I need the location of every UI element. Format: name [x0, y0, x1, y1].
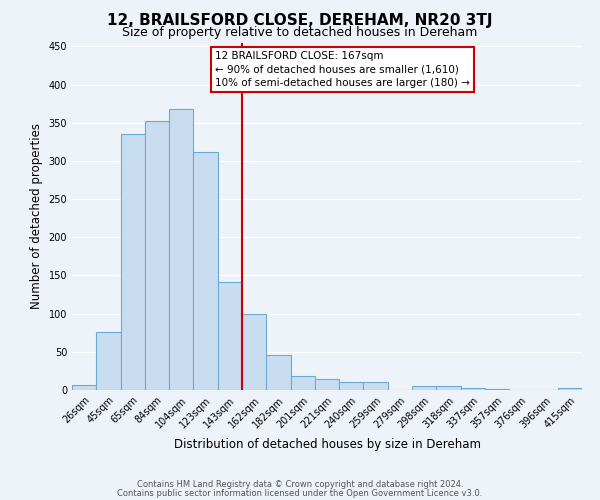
X-axis label: Distribution of detached houses by size in Dereham: Distribution of detached houses by size … — [173, 438, 481, 451]
Text: 12 BRAILSFORD CLOSE: 167sqm
← 90% of detached houses are smaller (1,610)
10% of : 12 BRAILSFORD CLOSE: 167sqm ← 90% of det… — [215, 51, 470, 88]
Text: Contains HM Land Registry data © Crown copyright and database right 2024.: Contains HM Land Registry data © Crown c… — [137, 480, 463, 489]
Y-axis label: Number of detached properties: Number of detached properties — [30, 123, 43, 309]
Bar — [72, 384, 96, 390]
Bar — [339, 382, 364, 390]
Bar — [169, 109, 193, 390]
Bar — [461, 388, 485, 390]
Bar — [412, 386, 436, 390]
Bar — [121, 134, 145, 390]
Text: Size of property relative to detached houses in Dereham: Size of property relative to detached ho… — [122, 26, 478, 39]
Bar — [145, 121, 169, 390]
Bar — [266, 355, 290, 390]
Bar — [218, 282, 242, 390]
Bar — [193, 152, 218, 390]
Bar — [485, 389, 509, 390]
Bar — [558, 388, 582, 390]
Bar — [242, 314, 266, 390]
Bar — [290, 376, 315, 390]
Bar — [436, 386, 461, 390]
Text: Contains public sector information licensed under the Open Government Licence v3: Contains public sector information licen… — [118, 488, 482, 498]
Bar — [364, 382, 388, 390]
Text: 12, BRAILSFORD CLOSE, DEREHAM, NR20 3TJ: 12, BRAILSFORD CLOSE, DEREHAM, NR20 3TJ — [107, 12, 493, 28]
Bar — [315, 378, 339, 390]
Bar — [96, 332, 121, 390]
